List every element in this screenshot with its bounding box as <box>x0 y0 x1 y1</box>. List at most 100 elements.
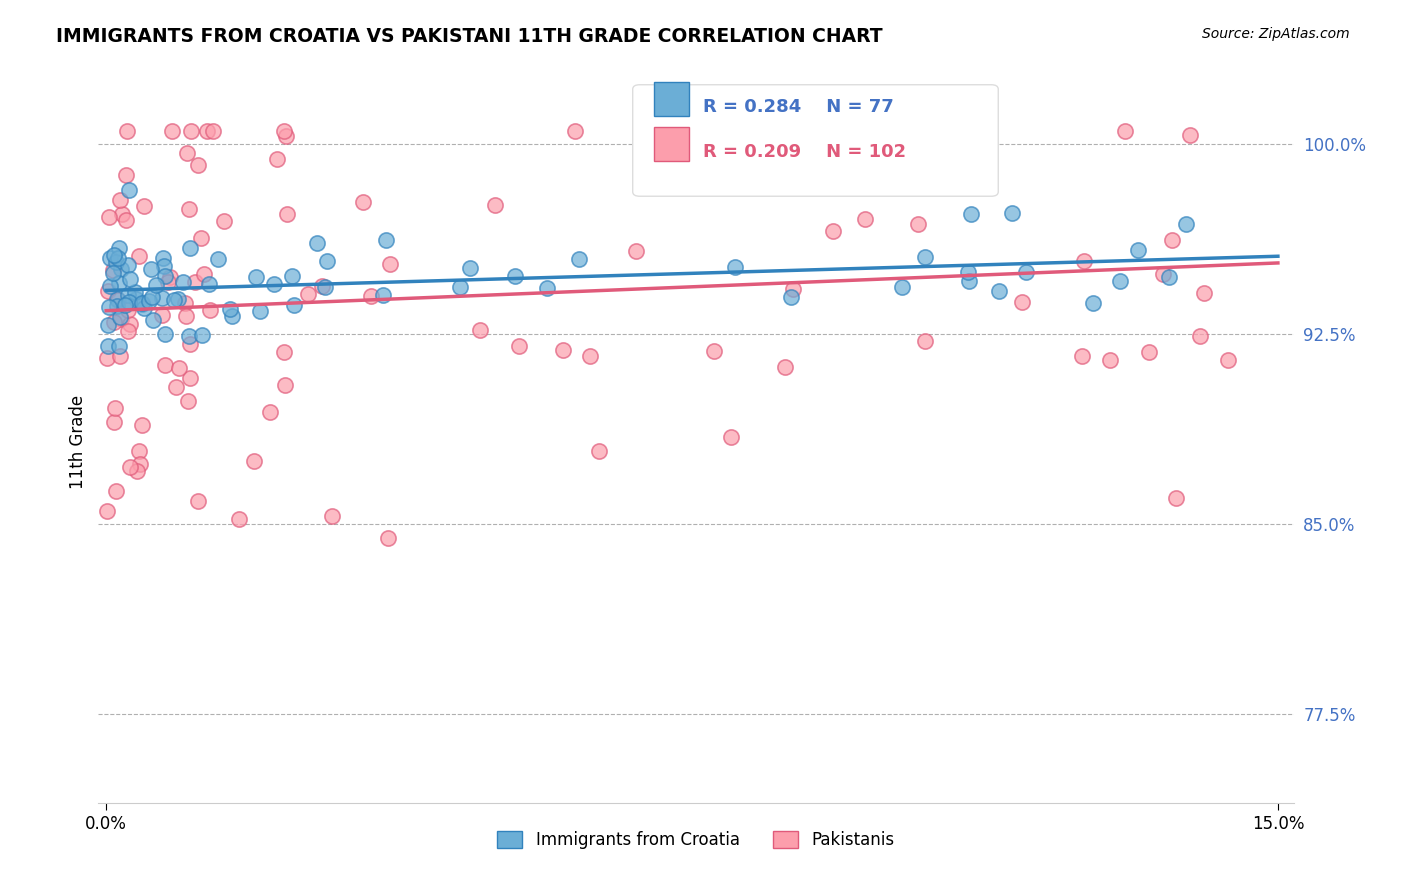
Point <box>108 349 131 363</box>
Point <box>1001 206 1024 220</box>
Point <box>163 293 186 307</box>
Point <box>692 124 714 138</box>
Point <box>107 251 129 265</box>
Point <box>821 224 844 238</box>
Point <box>176 146 198 161</box>
Point <box>1160 233 1182 247</box>
Point <box>484 198 506 212</box>
Point <box>115 213 138 227</box>
Point <box>380 257 402 271</box>
Point <box>720 430 742 444</box>
Point <box>118 272 141 286</box>
Point <box>195 124 218 138</box>
Point <box>108 276 131 290</box>
Point <box>165 379 187 393</box>
Point <box>190 231 212 245</box>
Point <box>98 251 121 265</box>
Point <box>120 460 142 475</box>
Point <box>117 259 139 273</box>
Point <box>157 275 180 289</box>
Point <box>96 318 118 333</box>
Point <box>311 279 333 293</box>
Point <box>134 199 156 213</box>
Point <box>263 277 285 291</box>
Point <box>180 124 202 138</box>
Point <box>228 512 250 526</box>
Point <box>117 325 139 339</box>
Point <box>373 288 395 302</box>
Point <box>108 310 131 325</box>
Point <box>458 260 481 275</box>
Point <box>103 401 125 415</box>
Point <box>221 309 243 323</box>
Point <box>1152 267 1174 281</box>
Point <box>179 240 201 254</box>
Point <box>243 454 266 468</box>
Point <box>219 301 242 316</box>
Point <box>101 262 124 277</box>
Point <box>297 287 319 301</box>
Legend: Immigrants from Croatia, Pakistanis: Immigrants from Croatia, Pakistanis <box>491 824 901 856</box>
Point <box>155 327 177 342</box>
Point <box>960 207 983 221</box>
Point <box>207 252 229 267</box>
Point <box>152 259 174 273</box>
Point <box>111 207 134 221</box>
Point <box>1081 295 1104 310</box>
Point <box>321 508 343 523</box>
Point <box>141 262 163 277</box>
Point <box>117 303 139 318</box>
Point <box>183 275 205 289</box>
Point <box>198 302 221 317</box>
Point <box>588 443 610 458</box>
Point <box>128 249 150 263</box>
Point <box>536 281 558 295</box>
Point <box>908 124 931 138</box>
Point <box>1137 345 1160 359</box>
Point <box>1114 124 1136 138</box>
Point <box>305 236 328 251</box>
Point <box>316 254 339 268</box>
Point <box>1175 217 1198 231</box>
Point <box>145 278 167 293</box>
Point <box>245 269 267 284</box>
Point <box>193 267 215 281</box>
Point <box>124 285 146 299</box>
Point <box>553 343 575 358</box>
Point <box>152 251 174 265</box>
Point <box>177 329 200 343</box>
Point <box>104 254 127 268</box>
Point <box>105 299 128 313</box>
Point <box>249 304 271 318</box>
Point <box>131 418 153 433</box>
Point <box>1218 353 1240 368</box>
Point <box>1011 294 1033 309</box>
Point <box>935 178 957 193</box>
Point <box>761 124 783 138</box>
Point <box>100 278 122 293</box>
Point <box>167 361 190 376</box>
Point <box>276 207 298 221</box>
Point <box>1192 285 1215 300</box>
Point <box>1098 353 1121 368</box>
Point <box>131 296 153 310</box>
Point <box>987 284 1010 298</box>
Point <box>153 269 176 284</box>
Point <box>503 269 526 284</box>
Point <box>281 269 304 284</box>
Point <box>449 279 471 293</box>
Point <box>117 124 139 138</box>
Point <box>187 158 209 172</box>
Point <box>153 359 176 373</box>
Point <box>1157 270 1180 285</box>
Point <box>1180 128 1202 142</box>
Point <box>508 339 530 353</box>
Point <box>1128 244 1150 258</box>
Point <box>568 252 591 267</box>
Point <box>775 360 797 375</box>
Point <box>352 195 374 210</box>
Point <box>110 262 132 277</box>
Point <box>377 531 399 545</box>
Point <box>273 345 295 359</box>
Point <box>259 405 281 419</box>
